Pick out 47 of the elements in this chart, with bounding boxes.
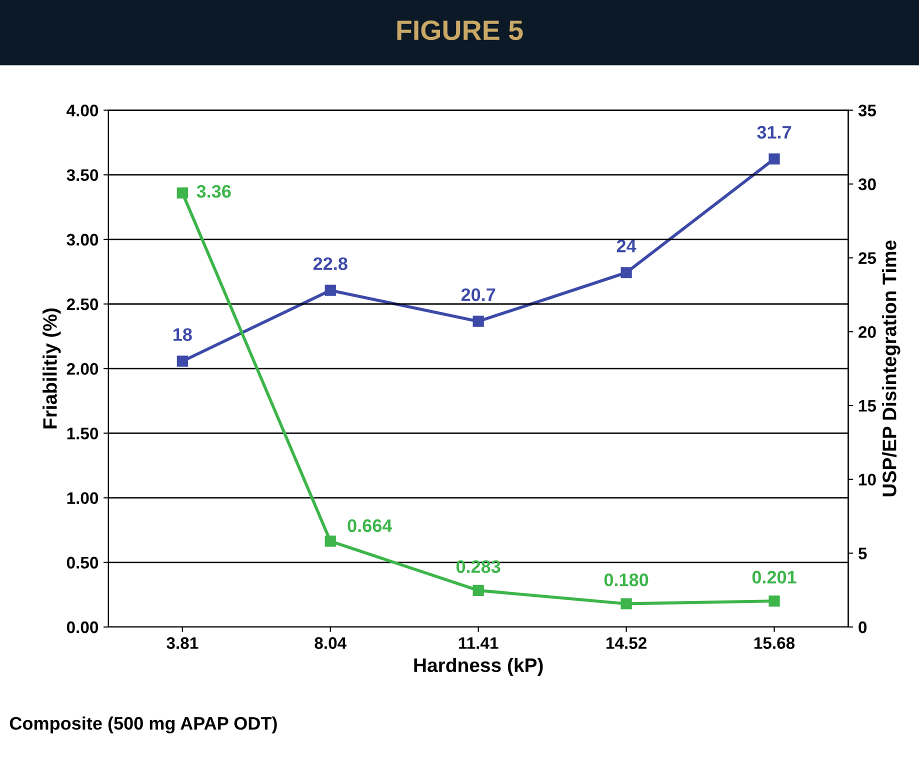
point: [768, 153, 780, 164]
y-tick-label: 0.00: [66, 621, 98, 634]
point: [620, 598, 632, 610]
x-tick-label: 8.04: [314, 637, 347, 649]
point: [620, 267, 632, 278]
point: [472, 584, 484, 596]
y-tick-label: 2.00: [66, 363, 98, 375]
x-tick-label: 11.41: [458, 637, 498, 649]
point: [768, 595, 780, 607]
chart-title: FIGURE 5: [397, 20, 523, 40]
text: Composite (500 mg APAP ODT): [10, 716, 277, 734]
y2-axis-title: USP/EP Disintegration Time: [882, 240, 900, 496]
data-label: 0.201: [752, 570, 796, 584]
y-tick-label: 0.50: [66, 556, 98, 569]
data-label: 24: [616, 240, 636, 252]
y2-tick-label: 15: [859, 400, 876, 412]
data-label: 0.664: [348, 519, 392, 532]
y-tick-label: 1.00: [67, 492, 98, 504]
x-tick-label: 3.81: [166, 637, 198, 649]
y2-tick-label: 25: [858, 252, 876, 264]
y2-tick-label: 20: [858, 326, 876, 338]
data-label: 0.283: [456, 560, 500, 574]
point: [176, 356, 188, 367]
y-tick-label: 4.00: [66, 104, 98, 116]
y-tick-label: 1.50: [67, 428, 98, 440]
y2-tick-label: 0: [858, 621, 867, 634]
y2-tick-label: 5: [858, 548, 867, 560]
data-label: 20.7: [461, 288, 496, 302]
data-label: 22.8: [313, 257, 348, 270]
data-label: 0.180: [604, 574, 648, 586]
point: [472, 316, 484, 327]
y2-tick-label: 35: [858, 104, 876, 116]
point: [324, 536, 336, 547]
x-tick-label: 15.68: [754, 637, 795, 649]
y2-tick-label: 30: [858, 178, 876, 190]
y-tick-label: 3.00: [66, 234, 98, 246]
data-label: 3.36: [196, 184, 231, 198]
x-axis-title: Hardness (kP): [414, 658, 543, 676]
y-tick-label: 3.50: [66, 169, 98, 182]
data-label: 31.7: [757, 126, 792, 139]
point: [324, 284, 336, 296]
point: [176, 187, 188, 198]
y2-tick-label: 10: [859, 474, 876, 486]
y-axis-title: Friabilitiy (%): [42, 308, 61, 428]
data-label: 18: [174, 328, 192, 341]
y-tick-label: 2.50: [66, 298, 98, 310]
x-tick-label: 14.52: [606, 637, 646, 649]
